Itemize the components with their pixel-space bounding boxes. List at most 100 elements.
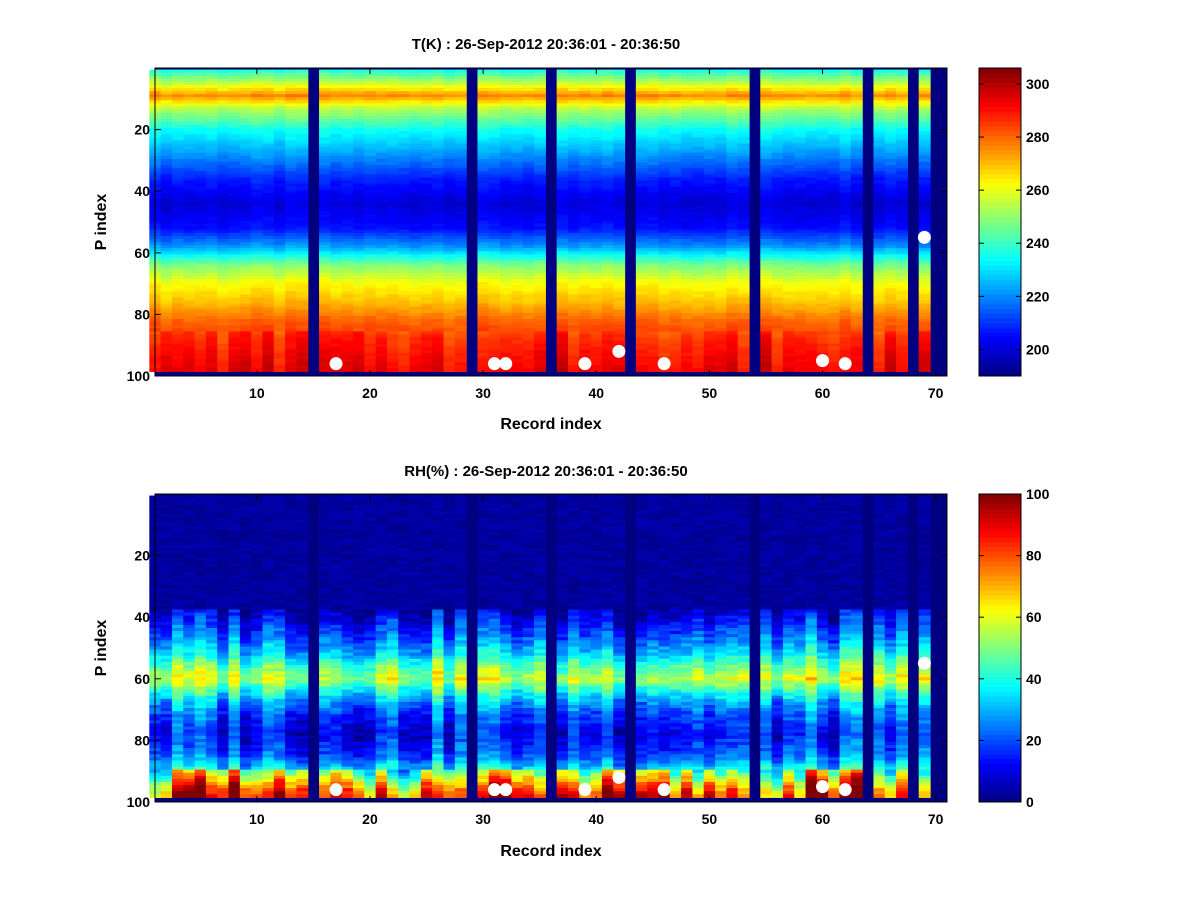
heatmap-cell [251, 245, 264, 249]
heatmap-cell [703, 211, 716, 215]
heatmap-cell [420, 112, 433, 117]
heatmap-cell [228, 183, 241, 188]
heatmap-cell [183, 198, 196, 203]
heatmap-cell [409, 275, 422, 280]
heatmap-cell [500, 229, 512, 234]
heatmap-cell [251, 337, 264, 342]
heatmap-cell [296, 242, 309, 246]
heatmap-cell [205, 115, 218, 120]
heatmap-cell [353, 359, 365, 363]
heatmap-cell [251, 112, 264, 117]
heatmap-cell [364, 254, 377, 259]
heatmap-cell [251, 94, 264, 98]
heatmap-cell [488, 69, 501, 74]
heatmap-cell [364, 349, 377, 354]
heatmap-cell [681, 355, 694, 360]
heatmap-cell [534, 100, 546, 105]
heatmap-cell [160, 94, 173, 98]
heatmap-cell [330, 214, 343, 218]
heatmap-cell [567, 242, 580, 246]
heatmap-cell [353, 217, 365, 222]
heatmap-cell [386, 69, 399, 74]
heatmap-cell [454, 81, 467, 86]
heatmap-cell [647, 331, 660, 336]
heatmap-cell [443, 146, 456, 151]
heatmap-cell [217, 263, 230, 268]
heatmap-cell [443, 340, 456, 345]
heatmap-cell [613, 180, 626, 185]
heatmap-cell [409, 180, 422, 185]
heatmap-cell [205, 278, 218, 283]
heatmap-cell [409, 368, 422, 372]
heatmap-cell [613, 242, 626, 246]
heatmap-cell [681, 235, 694, 240]
heatmap-cell [647, 282, 660, 286]
heatmap-cell [262, 152, 275, 157]
heatmap-cell [635, 69, 648, 74]
heatmap-cell [273, 94, 286, 98]
heatmap-cell [522, 72, 535, 77]
heatmap-cell [205, 291, 218, 295]
heatmap-cell [239, 362, 252, 366]
heatmap-cell [217, 245, 230, 249]
heatmap-cell [432, 171, 445, 175]
heatmap-cell [511, 300, 524, 305]
heatmap-cell [443, 297, 456, 302]
heatmap-cell [567, 131, 580, 135]
heatmap-cell [613, 223, 626, 228]
heatmap-cell [160, 257, 173, 262]
heatmap-cell [330, 140, 343, 145]
heatmap-cell [375, 238, 388, 243]
heatmap-cell [726, 134, 739, 138]
heatmap-cell [409, 158, 422, 163]
heatmap-cell [375, 229, 388, 234]
heatmap-cell [511, 168, 524, 172]
heatmap-cell [239, 245, 252, 249]
heatmap-cell [262, 368, 275, 372]
heatmap-cell [285, 355, 298, 360]
heatmap-cell [454, 337, 467, 342]
heatmap-cell [341, 328, 354, 332]
heatmap-cell [171, 103, 184, 108]
heatmap-cell [239, 146, 252, 151]
heatmap-cell [262, 297, 275, 302]
heatmap-cell [579, 226, 592, 231]
heatmap-cell [273, 331, 286, 336]
heatmap-cell [579, 272, 592, 277]
heatmap-cell [669, 352, 682, 357]
heatmap-cell [692, 180, 705, 185]
heatmap-cell [567, 368, 580, 372]
heatmap-cell [171, 282, 184, 286]
heatmap-cell [205, 306, 218, 311]
heatmap-cell [171, 365, 184, 369]
heatmap-cell [353, 238, 365, 243]
heatmap-cell [522, 232, 535, 237]
heatmap-cell [760, 78, 773, 83]
heatmap-cell [420, 288, 433, 292]
heatmap-cell [251, 288, 264, 292]
heatmap-cell [477, 72, 490, 77]
heatmap-cell [341, 72, 354, 77]
heatmap-cell [681, 309, 694, 314]
heatmap-cell [511, 223, 524, 228]
heatmap-cell [726, 165, 739, 169]
heatmap-cell [194, 131, 207, 135]
heatmap-cell [658, 319, 671, 323]
heatmap-cell [590, 208, 603, 212]
heatmap-cell [239, 81, 252, 86]
heatmap-cell [477, 186, 490, 191]
heatmap-cell [330, 149, 343, 154]
heatmap-cell [353, 152, 365, 157]
heatmap-cell [194, 112, 207, 117]
heatmap-cell [217, 174, 230, 178]
heatmap-cell [635, 217, 648, 222]
heatmap-cell [522, 183, 535, 188]
heatmap-cell [194, 352, 207, 357]
heatmap-cell [262, 81, 275, 86]
heatmap-cell [364, 334, 377, 339]
heatmap-cell [398, 165, 411, 169]
heatmap-cell [239, 217, 252, 222]
heatmap-cell [579, 297, 592, 302]
heatmap-cell [319, 97, 331, 101]
heatmap-cell [726, 177, 739, 182]
